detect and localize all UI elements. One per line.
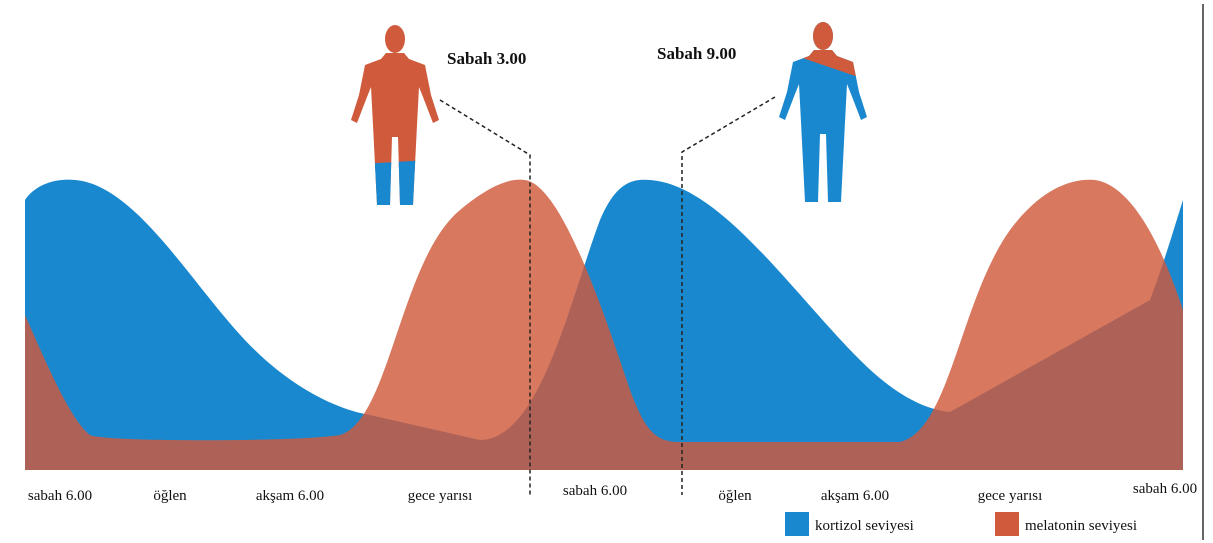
time-label: öğlen [153,488,187,504]
time-label: akşam 6.00 [256,488,324,504]
time-label: öğlen [718,488,752,504]
time-label: sabah 6.00 [563,483,627,499]
annotation: Sabah 3.00 [447,49,526,68]
time-label: sabah 6.00 [1133,481,1197,497]
infographic: Sabah 3.00 Sabah 9.00 sabah 6.00 öğlen akş… [0,0,1213,543]
legend-label: melatonin seviyesi [1025,518,1137,534]
time-label: sabah 6.00 [28,488,92,504]
annotation: Sabah 9.00 [657,44,736,63]
time-label: akşam 6.00 [821,488,889,504]
legend-swatch [995,512,1019,536]
figure-9am [779,22,867,202]
figure-3am [351,25,439,205]
time-label: gece yarısı [408,488,473,504]
legend-swatch [785,512,809,536]
legend-label: kortizol seviyesi [815,518,914,534]
time-axis: sabah 6.00 öğlen akşam 6.00 gece yarısı saba… [28,481,1197,504]
time-label: gece yarısı [978,488,1043,504]
